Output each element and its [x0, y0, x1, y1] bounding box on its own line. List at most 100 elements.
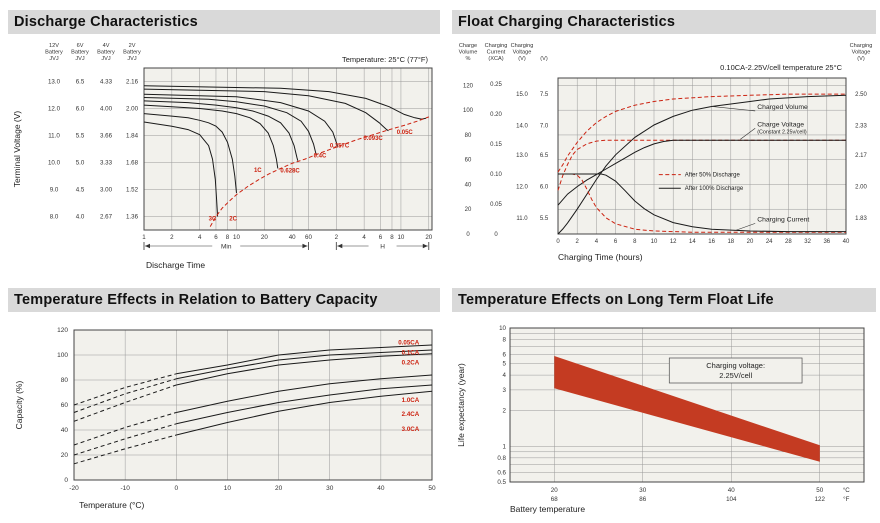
- svg-text:5: 5: [503, 361, 507, 368]
- svg-text:Discharge Time: Discharge Time: [146, 260, 205, 270]
- svg-text:1.52: 1.52: [126, 187, 139, 194]
- series-charge-voltage-after-50: [557, 139, 846, 191]
- svg-text:20: 20: [551, 487, 558, 494]
- svg-text:4: 4: [595, 239, 599, 245]
- svg-text:4: 4: [503, 372, 507, 379]
- svg-text:6: 6: [503, 351, 507, 358]
- svg-text:5.5: 5.5: [76, 133, 85, 140]
- svg-text:18: 18: [727, 239, 734, 245]
- svg-text:4.00: 4.00: [100, 106, 113, 113]
- svg-text:0.1CA: 0.1CA: [402, 350, 420, 357]
- svg-text:1.83: 1.83: [855, 216, 867, 222]
- svg-text:8: 8: [503, 336, 507, 343]
- svg-text:(V): (V): [540, 56, 548, 62]
- panel-title-float-charging: Float Charging Characteristics: [452, 10, 876, 34]
- svg-text:100: 100: [463, 108, 474, 114]
- svg-text:JVJ: JVJ: [101, 56, 111, 62]
- svg-text:20: 20: [261, 234, 268, 241]
- plot-area: [558, 78, 846, 234]
- svg-text:4V: 4V: [103, 43, 110, 49]
- svg-text:0: 0: [64, 477, 68, 484]
- float-charging-chart: 0 2 4 6 8 10 12 14 16 18 20 24 28 32 36 40ChargeVolume%…: [459, 43, 873, 262]
- svg-text:86: 86: [639, 496, 646, 503]
- svg-text:0.257C: 0.257C: [330, 143, 350, 149]
- series-final-discharge-voltage: [209, 116, 429, 227]
- svg-text:Current: Current: [487, 50, 506, 56]
- svg-text:10: 10: [651, 239, 658, 245]
- svg-text:Capacity (%): Capacity (%): [14, 381, 24, 430]
- svg-text:Battery temperature: Battery temperature: [510, 504, 585, 514]
- svg-text:2.33: 2.33: [855, 123, 867, 129]
- panel-float-life: Temperature Effects on Long Term Float L…: [452, 288, 876, 516]
- svg-text:1.0CA: 1.0CA: [402, 397, 420, 404]
- svg-text:0: 0: [466, 232, 470, 238]
- svg-text:2.16: 2.16: [126, 79, 139, 86]
- svg-text:%: %: [466, 56, 471, 62]
- svg-text:120: 120: [57, 327, 68, 334]
- svg-text:6.0: 6.0: [76, 106, 85, 113]
- svg-text:°C: °C: [843, 487, 850, 494]
- series-1C: [143, 104, 279, 169]
- svg-text:36: 36: [823, 239, 830, 245]
- series-charged-volume-after-100: [557, 94, 847, 235]
- series-charging-current-after-100: [558, 173, 846, 233]
- svg-text:2.50: 2.50: [855, 92, 867, 98]
- svg-text:1C: 1C: [254, 168, 262, 174]
- svg-text:12: 12: [670, 239, 677, 245]
- svg-text:Charging Time (hours): Charging Time (hours): [558, 252, 643, 262]
- svg-text:0.4C: 0.4C: [314, 153, 327, 159]
- svg-text:Charging: Charging: [511, 43, 534, 49]
- svg-text:0.8: 0.8: [497, 455, 506, 462]
- svg-text:7.0: 7.0: [540, 123, 549, 129]
- svg-text:40: 40: [377, 485, 385, 492]
- svg-text:Charge: Charge: [459, 43, 477, 49]
- svg-text:24: 24: [766, 239, 773, 245]
- svg-text:80: 80: [465, 133, 472, 139]
- svg-text:1: 1: [142, 234, 146, 241]
- svg-text:After 50% Discharge: After 50% Discharge: [685, 173, 741, 179]
- svg-text:Battery: Battery: [45, 50, 63, 56]
- svg-text:60: 60: [465, 158, 472, 164]
- svg-text:6.0: 6.0: [540, 185, 549, 191]
- svg-text:10: 10: [233, 234, 240, 241]
- svg-text:104: 104: [726, 496, 737, 503]
- svg-text:15.0: 15.0: [516, 92, 528, 98]
- svg-text:8: 8: [390, 234, 394, 241]
- svg-text:20: 20: [465, 207, 472, 213]
- svg-text:4.5: 4.5: [76, 187, 85, 194]
- discharge-characteristics-chart: 1 2 4 6 8 10 20 40 60 2 4 6 8 10 2012VBatteryJVJ13.012…: [12, 43, 433, 270]
- svg-text:Life expectancy (year): Life expectancy (year): [456, 363, 466, 447]
- svg-text:0.5: 0.5: [497, 479, 506, 486]
- series-2.4CA: [176, 384, 433, 425]
- svg-text:0.05: 0.05: [490, 202, 502, 208]
- svg-text:0.10CA-2.25V/cell temperature: 0.10CA-2.25V/cell temperature 25°C: [720, 63, 842, 72]
- svg-text:2: 2: [170, 234, 174, 241]
- svg-text:6V: 6V: [77, 43, 84, 49]
- svg-text:6: 6: [214, 234, 218, 241]
- svg-text:0.25: 0.25: [490, 82, 502, 88]
- svg-text:Terminal Voltage (V): Terminal Voltage (V): [12, 111, 22, 188]
- svg-text:Voltage: Voltage: [852, 50, 871, 56]
- svg-text:4.0: 4.0: [76, 214, 85, 221]
- svg-text:50: 50: [816, 487, 823, 494]
- series-0.1CA: [176, 349, 433, 380]
- svg-text:-10: -10: [120, 485, 130, 492]
- svg-text:2.4CA: 2.4CA: [402, 411, 420, 418]
- series-0.05CA: [176, 344, 433, 375]
- svg-text:Charging voltage:: Charging voltage:: [706, 361, 765, 370]
- series-2.4CA-dashed: [73, 423, 177, 456]
- svg-text:0.15: 0.15: [490, 142, 502, 148]
- svg-text:40: 40: [843, 239, 850, 245]
- plot-border: [143, 67, 433, 231]
- svg-text:10: 10: [397, 234, 404, 241]
- svg-text:60: 60: [61, 402, 69, 409]
- svg-text:4: 4: [362, 234, 366, 241]
- float-life-chart: 1086543210.80.60.5206830864010450122°C°F…: [456, 325, 865, 514]
- series-charged-volume-after-50: [557, 93, 846, 173]
- svg-text:2: 2: [503, 408, 507, 415]
- grid: [73, 329, 433, 481]
- svg-text:Charge Voltage: Charge Voltage: [757, 121, 804, 128]
- svg-text:12.0: 12.0: [516, 185, 528, 191]
- series-0.628C: [143, 100, 299, 161]
- svg-text:2.00: 2.00: [126, 106, 139, 113]
